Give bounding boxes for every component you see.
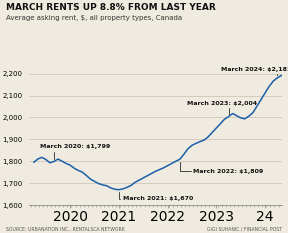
Text: Average asking rent, $, all property types, Canada: Average asking rent, $, all property typ… (6, 15, 182, 21)
Text: March 2024: $2,181: March 2024: $2,181 (221, 67, 288, 75)
Text: GIGI SUHANIC / FINANCIAL POST: GIGI SUHANIC / FINANCIAL POST (207, 227, 282, 232)
Text: SOURCE: URBANATION INC., RENTALSCA NETWORK: SOURCE: URBANATION INC., RENTALSCA NETWO… (6, 227, 124, 232)
Text: March 2023: $2,004: March 2023: $2,004 (187, 101, 257, 114)
Text: March 2022: $1,809: March 2022: $1,809 (180, 162, 264, 174)
Text: MARCH RENTS UP 8.8% FROM LAST YEAR: MARCH RENTS UP 8.8% FROM LAST YEAR (6, 3, 215, 13)
Text: March 2021: $1,670: March 2021: $1,670 (119, 192, 193, 201)
Text: March 2020: $1,799: March 2020: $1,799 (40, 144, 111, 159)
